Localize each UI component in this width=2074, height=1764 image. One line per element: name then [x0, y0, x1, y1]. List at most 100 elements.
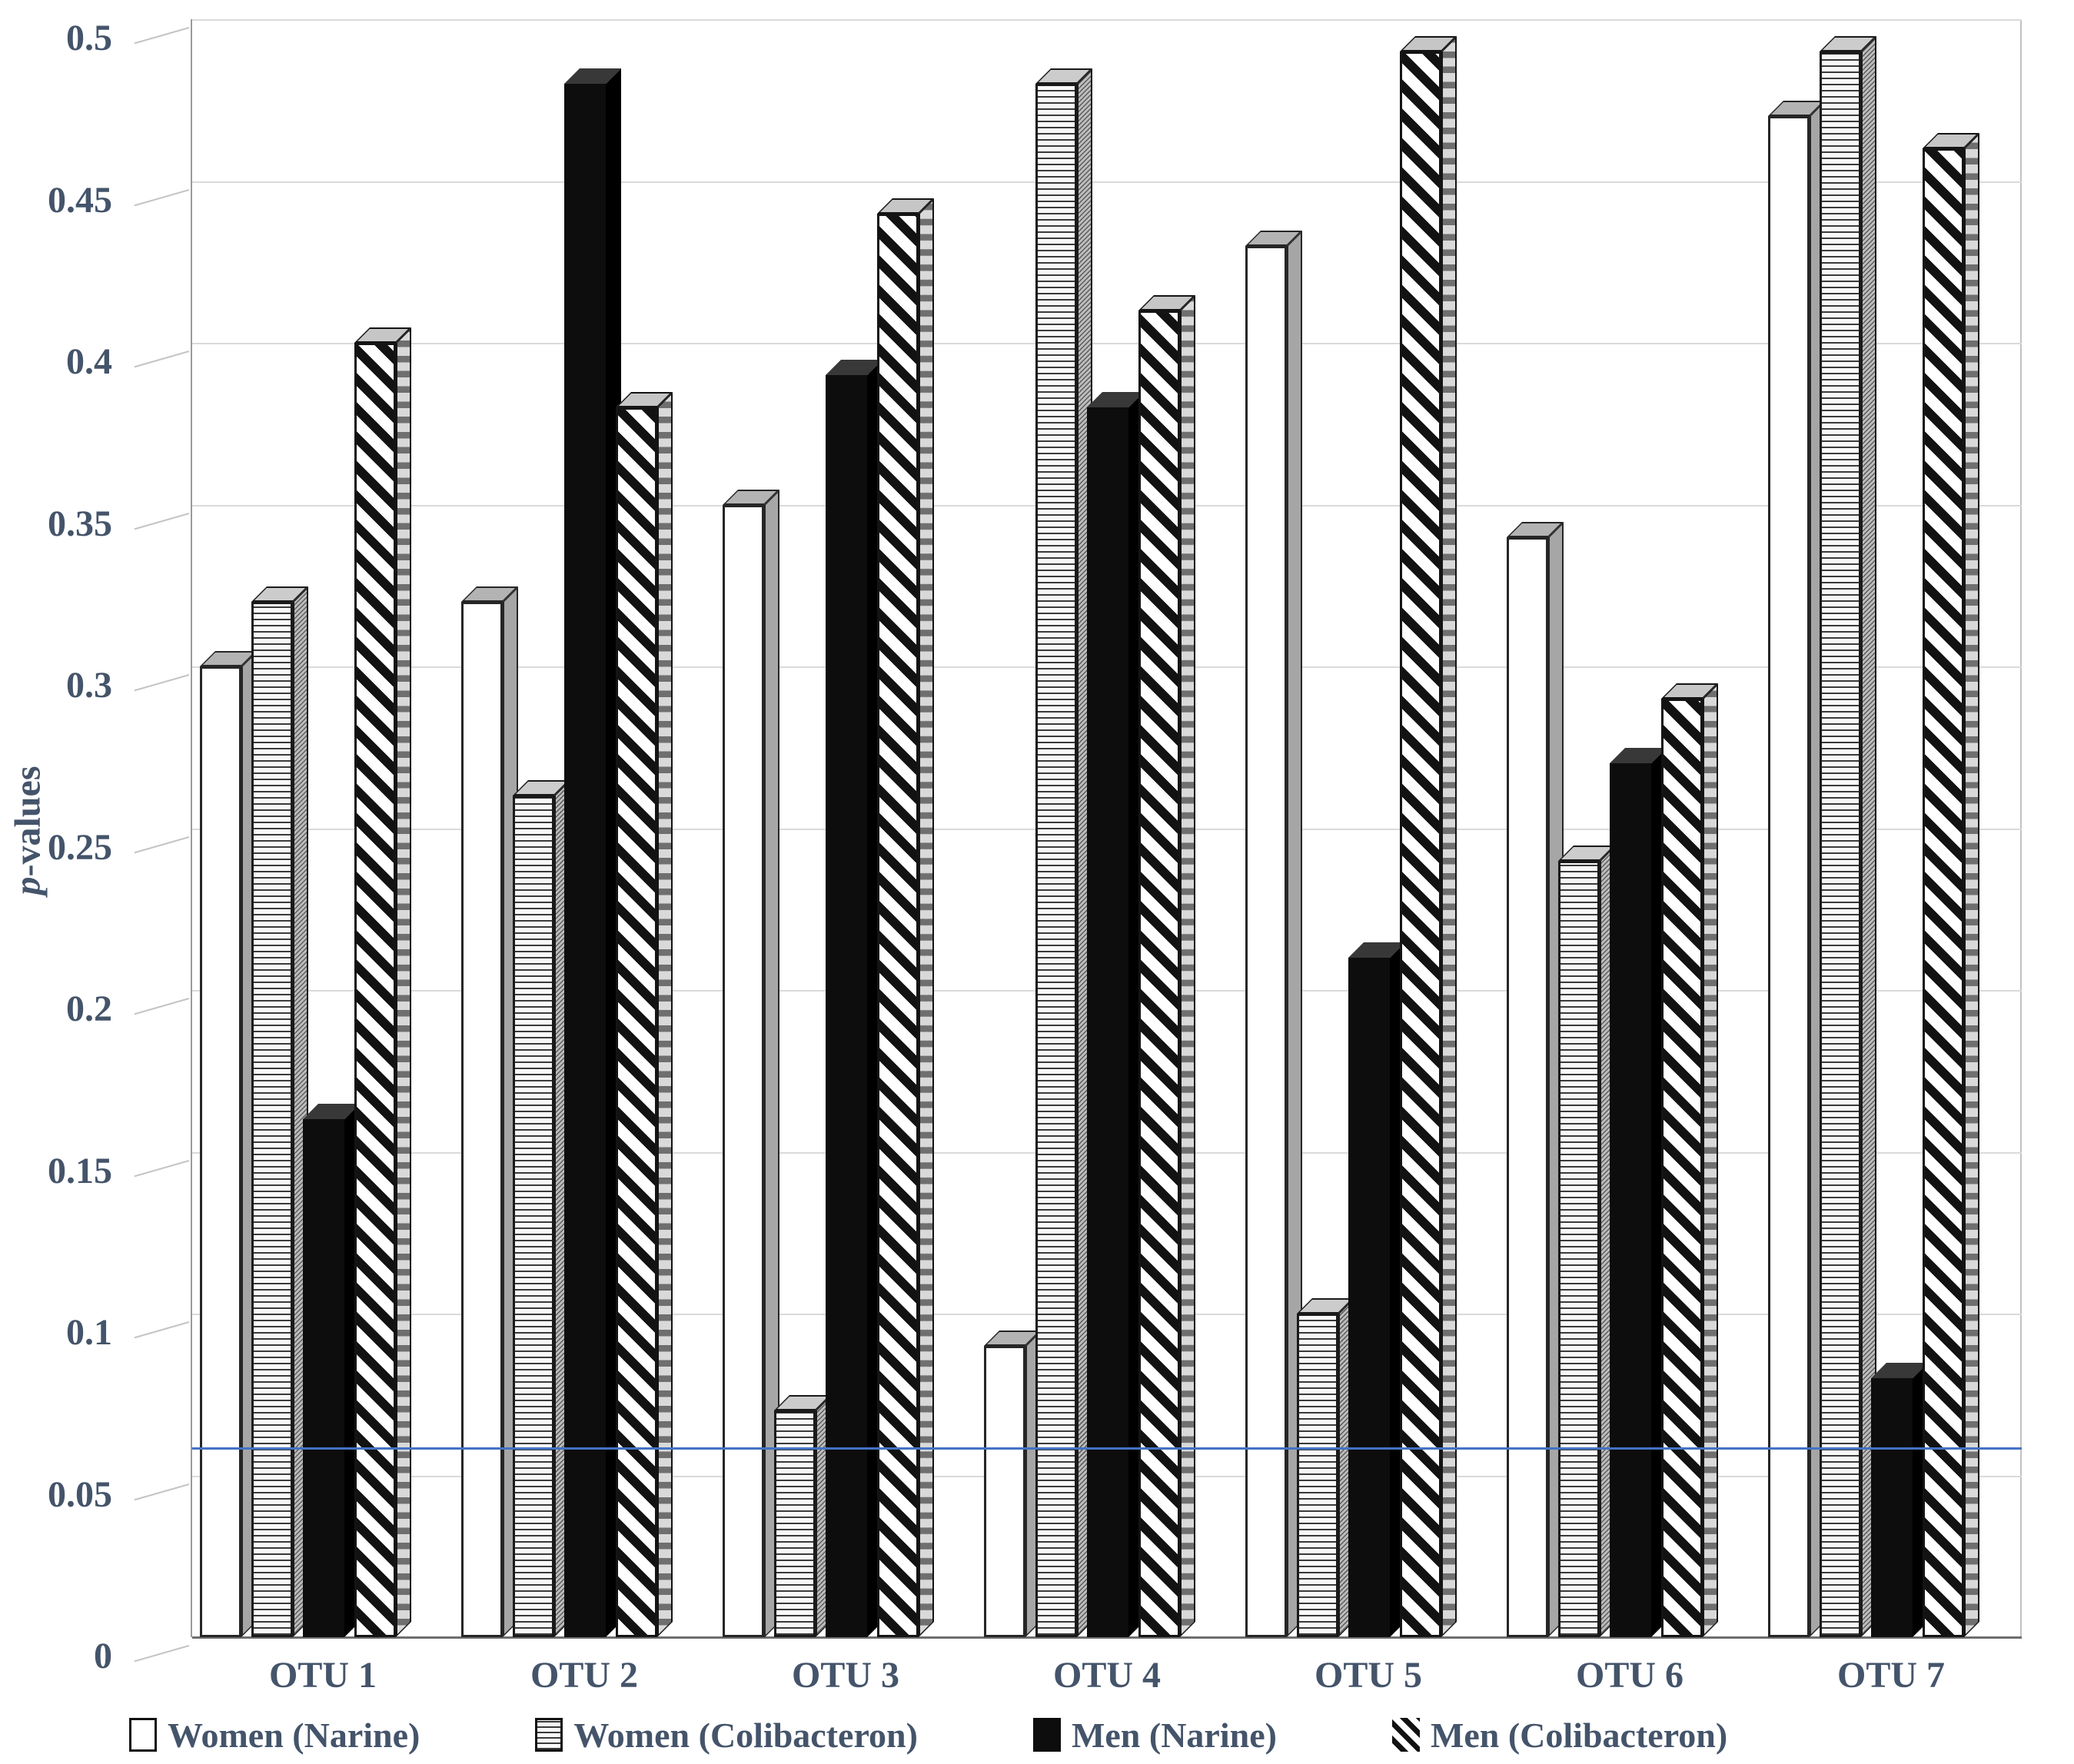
y-tick-label-0.2: 0.2 — [66, 988, 112, 1029]
bar-front-face — [461, 601, 503, 1637]
gridline-0.45 — [192, 181, 2022, 183]
bar-front-face — [303, 1119, 344, 1637]
bar-side-face — [1180, 294, 1195, 1637]
bar-front-face — [1297, 1314, 1338, 1637]
x-axis: OTU 1 OTU 2 OTU 3 OTU 4 OTU 5 OTU 6 OTU 7 — [192, 1654, 2022, 1708]
x-tick-label-otu-7: OTU 7 — [1836, 1655, 1945, 1696]
bar-otu-5-men-narine — [1348, 942, 1405, 1637]
bar-otu-3-women-narine — [723, 489, 779, 1637]
bar-side-face — [657, 392, 673, 1637]
x-tick-label-otu-5: OTU 5 — [1314, 1655, 1422, 1696]
bar-front-face — [251, 601, 293, 1637]
bar-otu-6-women-narine — [1507, 521, 1564, 1637]
legend: Women (Narine) Women (Colibacteron) Men (N… — [0, 1708, 2074, 1762]
bar-front-face — [1610, 763, 1651, 1637]
bar-front-face — [354, 343, 396, 1637]
bar-otu-1-men-colibacteron — [354, 327, 411, 1637]
bar-front-face — [200, 666, 241, 1637]
bar-otu-7-women-narine — [1768, 101, 1825, 1637]
y-tick-label-0.5: 0.5 — [66, 18, 112, 58]
y-tick-connector-0.5 — [134, 27, 190, 45]
y-axis: 0.5 0.45 0.4 0.35 0.3 0.25 0.2 0.15 0.1 0.05 0 — [0, 18, 192, 1676]
bar-otu-3-men-colibacteron — [877, 198, 934, 1637]
bar-otu-3-women-colibacteron — [774, 1395, 831, 1637]
bar-front-face — [826, 375, 867, 1637]
bar-front-face — [723, 504, 764, 1637]
plot-left-wall-edge — [191, 19, 192, 1637]
y-tick-label-0: 0 — [94, 1636, 112, 1676]
y-tick-connector-0.05 — [134, 1483, 190, 1500]
x-tick-label-otu-2: OTU 2 — [530, 1655, 638, 1696]
legend-swatch-women-colibacteron — [535, 1718, 563, 1752]
bar-otu-4-women-narine — [984, 1330, 1041, 1637]
bar-front-face — [1400, 51, 1441, 1637]
bar-otu-4-men-narine — [1087, 392, 1144, 1637]
bar-otu-6-men-colibacteron — [1661, 683, 1718, 1637]
bar-otu-2-women-narine — [461, 586, 518, 1637]
bar-otu-1-women-narine — [200, 651, 257, 1637]
y-tick-label-0.45: 0.45 — [48, 179, 112, 221]
x-axis-baseline — [192, 1636, 2022, 1639]
bar-front-face — [774, 1410, 816, 1637]
legend-item-men-narine: Men (Narine) — [1032, 1715, 1277, 1756]
y-tick-connector-0.25 — [134, 835, 190, 853]
y-tick-label-0.35: 0.35 — [48, 503, 112, 544]
legend-swatch-men-colibacteron — [1391, 1718, 1420, 1752]
bar-front-face — [1087, 407, 1128, 1637]
bar-otu-6-men-narine — [1610, 748, 1667, 1637]
legend-item-men-colibacteron: Men (Colibacteron) — [1391, 1715, 1728, 1756]
bar-otu-1-men-narine — [303, 1104, 360, 1637]
plot-area — [191, 19, 2022, 1639]
bar-front-face — [1558, 860, 1600, 1637]
bar-otu-2-men-colibacteron — [616, 392, 673, 1637]
y-tick-connector-0.15 — [134, 1159, 190, 1177]
bar-otu-7-women-colibacteron — [1820, 36, 1876, 1637]
bar-front-face — [1820, 51, 1861, 1637]
bar-front-face — [1923, 148, 1964, 1637]
x-tick-label-otu-1: OTU 1 — [268, 1655, 377, 1696]
gridline-0.5 — [192, 19, 2022, 21]
bar-side-face — [1964, 133, 1979, 1637]
bar-otu-2-women-colibacteron — [513, 780, 570, 1637]
y-tick-connector-0 — [134, 1645, 190, 1663]
bar-otu-7-men-colibacteron — [1923, 133, 1979, 1637]
y-tick-label-0.1: 0.1 — [66, 1312, 112, 1353]
bar-otu-1-women-colibacteron — [251, 586, 308, 1637]
bar-side-face — [1703, 683, 1718, 1637]
bar-front-face — [564, 84, 606, 1637]
bar-front-face — [1871, 1378, 1913, 1637]
y-tick-connector-0.45 — [134, 188, 190, 206]
bar-otu-5-women-narine — [1245, 230, 1302, 1637]
bar-otu-5-men-colibacteron — [1400, 36, 1457, 1637]
bar-front-face — [616, 407, 657, 1637]
bar-otu-7-men-narine — [1871, 1363, 1928, 1637]
bar-otu-2-men-narine — [564, 68, 621, 1637]
y-tick-label-0.25: 0.25 — [48, 826, 112, 868]
legend-item-women-colibacteron: Women (Colibacteron) — [535, 1715, 918, 1756]
legend-swatch-women-narine — [129, 1718, 157, 1752]
bar-side-face — [1441, 36, 1457, 1637]
bar-side-face — [919, 198, 934, 1637]
bar-otu-5-women-colibacteron — [1297, 1298, 1354, 1637]
bar-front-face — [1507, 537, 1548, 1637]
y-tick-connector-0.4 — [134, 350, 190, 368]
bar-front-face — [877, 213, 919, 1637]
gridline-0.4 — [192, 343, 2022, 344]
bar-front-face — [1245, 245, 1287, 1637]
y-tick-connector-0.3 — [134, 674, 190, 692]
legend-label-men-colibacteron: Men (Colibacteron) — [1430, 1715, 1728, 1755]
bar-front-face — [1138, 310, 1180, 1637]
bar-front-face — [513, 796, 554, 1637]
legend-item-women-narine: Women (Narine) — [129, 1715, 420, 1756]
legend-label-women-narine: Women (Narine) — [168, 1715, 420, 1755]
significance-reference-line — [192, 1447, 2022, 1450]
legend-label-men-narine: Men (Narine) — [1071, 1715, 1277, 1755]
bar-front-face — [1348, 957, 1390, 1637]
bar-otu-3-men-narine — [826, 360, 882, 1637]
y-tick-connector-0.35 — [134, 512, 190, 530]
y-tick-label-0.4: 0.4 — [66, 341, 112, 382]
y-tick-label-0.3: 0.3 — [66, 665, 112, 706]
x-tick-label-otu-4: OTU 4 — [1052, 1655, 1161, 1696]
bar-front-face — [1661, 699, 1703, 1637]
